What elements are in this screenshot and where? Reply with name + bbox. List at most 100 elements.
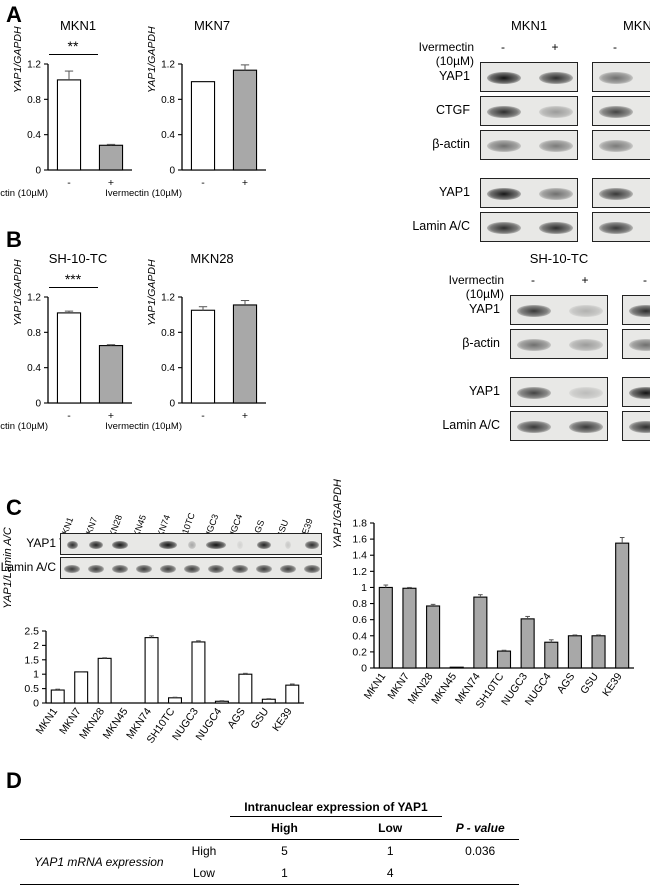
svg-text:0.8: 0.8 [161, 95, 175, 106]
cell-pvalue: 0.036 [442, 840, 519, 863]
treatment-symbol: - [635, 273, 650, 287]
blot-row-label: YAP1 [420, 302, 500, 316]
bar-chart: MKN28 0 0.4 0.8 1.2- + YAP1/GAPDH Ivermectin (1… [152, 251, 272, 436]
svg-text:+: + [242, 177, 248, 186]
protein-band [487, 188, 520, 201]
row-group-label: YAP1 mRNA expression [20, 840, 178, 885]
protein-band [569, 339, 602, 352]
svg-text:1.2: 1.2 [161, 60, 175, 71]
x-axis-label: Ivermectin (10µM) [0, 421, 48, 432]
protein-band [184, 565, 201, 574]
chart-title: MKN7 [152, 18, 272, 33]
protein-band [88, 565, 105, 574]
y-axis-label: YAP1/GAPDH [12, 206, 24, 326]
significance-marker: ** [38, 38, 108, 55]
bar-chart: MKN7 0 0.4 0.8 1.2 - + YAP1/GAPDH Ivermectin (10… [152, 18, 272, 203]
blot-membrane [480, 62, 578, 92]
svg-text:0.4: 0.4 [161, 363, 175, 374]
svg-text:2.5: 2.5 [24, 626, 39, 638]
svg-text:1.2: 1.2 [27, 60, 41, 71]
blot-membrane [622, 411, 650, 441]
protein-band [517, 305, 550, 318]
svg-text:1.2: 1.2 [352, 566, 367, 578]
treatment-symbol: - [605, 40, 625, 54]
protein-band [487, 72, 520, 85]
cell-low: 4 [339, 862, 442, 885]
svg-text:0: 0 [169, 166, 175, 177]
blot-row-label: Lamin A/C [420, 418, 500, 432]
blot-membrane [592, 96, 650, 126]
blot-group-label: MKN1 [480, 18, 578, 33]
protein-band [89, 541, 103, 550]
protein-band [64, 565, 81, 574]
svg-text:0.6: 0.6 [352, 614, 367, 626]
bar-chart: SH-10-TC *** 0 0.4 0.8 1.2 - + YAP1/GAPDH Ivermec… [18, 251, 138, 436]
svg-text:0.4: 0.4 [27, 363, 41, 374]
blot-membrane [510, 329, 608, 359]
protein-band [629, 339, 650, 352]
y-axis-label: YAP1/GAPDH [146, 0, 158, 93]
blot-membrane [60, 557, 322, 579]
blot-row-label: YAP1 [405, 185, 470, 199]
svg-text:1.2: 1.2 [161, 293, 175, 304]
protein-band [539, 106, 572, 119]
protein-band [569, 421, 602, 434]
protein-band [569, 387, 602, 400]
blot-membrane [592, 130, 650, 160]
y-axis-label: YAP1/Lamin A/C [2, 488, 14, 648]
cell-pvalue [442, 862, 519, 885]
yap1-expression-table[interactable]: Intranuclear expression of YAP1 High Low… [20, 796, 519, 885]
treatment-symbol: - [523, 273, 543, 287]
blot-membrane [60, 533, 322, 555]
treatment-symbol: + [575, 273, 595, 287]
svg-text:2: 2 [33, 640, 39, 652]
svg-text:0: 0 [169, 399, 175, 410]
col-header-high: High [230, 817, 338, 840]
svg-text:0.4: 0.4 [161, 130, 175, 141]
bar-chart: 0 0.5 1 1.5 2 2.5 MKN1 MKN7 MKN28 MKN45 MKN74 SH10T… [10, 623, 310, 763]
chart-title: MKN28 [152, 251, 272, 266]
svg-text:1.2: 1.2 [27, 293, 41, 304]
blot-membrane [510, 411, 608, 441]
svg-text:-: - [201, 410, 205, 419]
blot-group-label: MKN7 [592, 18, 650, 33]
svg-text:1.4: 1.4 [352, 550, 367, 562]
blot-row-label: β-actin [405, 137, 470, 151]
y-axis-label: YAP1/GAPDH [332, 434, 344, 594]
protein-band [188, 541, 197, 550]
svg-text:1: 1 [361, 582, 367, 594]
col-header-pvalue: P - value [442, 817, 519, 840]
y-axis-label: YAP1/GAPDH [12, 0, 24, 93]
chart-title: MKN1 [18, 18, 138, 33]
x-axis-label: Ivermectin (10µM) [87, 188, 182, 199]
blot-group-label: SH-10-TC [510, 251, 608, 266]
svg-text:KE39: KE39 [600, 671, 625, 699]
blot-membrane [480, 130, 578, 160]
blot-membrane [510, 377, 608, 407]
svg-text:MKN1: MKN1 [34, 706, 61, 737]
chart-title: SH-10-TC [18, 251, 138, 266]
svg-text:KE39: KE39 [270, 706, 295, 734]
row-sublabel: Low [178, 862, 231, 885]
blot-row-label: YAP1 [405, 69, 470, 83]
blot-group-label: MKN28 [622, 251, 650, 266]
protein-band [206, 541, 226, 550]
blot-membrane [622, 377, 650, 407]
blot-row-label: β-actin [420, 336, 500, 350]
panel-C: C MKN1 MKN7 MKN28 MKN45 MKN74 SH10TC NUGC3 NUGC4… [0, 495, 650, 765]
blot-membrane [480, 96, 578, 126]
svg-text:0: 0 [33, 698, 39, 710]
svg-text:0: 0 [35, 399, 41, 410]
x-axis-label: Ivermectin (10µM) [87, 421, 182, 432]
blot-membrane [480, 178, 578, 208]
protein-band [599, 72, 632, 85]
cell-low: 1 [339, 840, 442, 863]
cell-high: 1 [230, 862, 338, 885]
protein-band [487, 140, 520, 153]
protein-band [539, 140, 572, 153]
col-header-low: Low [339, 817, 442, 840]
cell-high: 5 [230, 840, 338, 863]
row-sublabel: High [178, 840, 231, 863]
blot-row-label: CTGF [405, 103, 470, 117]
svg-text:0.4: 0.4 [27, 130, 41, 141]
